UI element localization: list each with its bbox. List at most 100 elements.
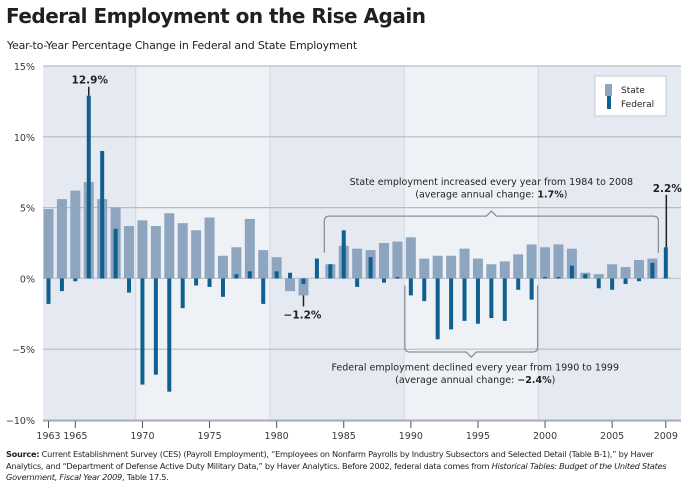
y-tick-label: 5% [20, 204, 35, 215]
bar-federal [328, 264, 333, 279]
bar-state [352, 248, 363, 279]
bar-state [405, 237, 416, 279]
bar-state [271, 257, 282, 279]
legend-swatch-state [605, 84, 612, 96]
bar-federal [596, 278, 601, 289]
bar-federal [623, 278, 628, 285]
bar-state [244, 218, 255, 279]
legend-label-federal: Federal [621, 100, 654, 110]
bar-federal [288, 272, 293, 279]
bar-federal [86, 95, 91, 279]
gridlines: 15% 10% 5% 0% −5% −10% [6, 62, 681, 427]
bar-federal [489, 278, 494, 319]
decade-band [538, 66, 681, 420]
bar-federal [355, 278, 360, 287]
low-label: −1.2% [284, 309, 322, 321]
x-tick-label: 1963 [36, 431, 60, 442]
y-tick-label: −5% [12, 345, 35, 356]
bar-state [43, 209, 54, 279]
bar-state [593, 274, 604, 279]
bar-federal [368, 257, 373, 279]
bar-state [526, 244, 537, 279]
source-text-1: Current Establishment Survey (CES) (Payr… [6, 449, 654, 471]
bar-federal [663, 247, 668, 279]
y-tick-label: 10% [14, 133, 35, 144]
bar-federal [341, 230, 346, 279]
bar-state [217, 255, 228, 279]
source-italic: Historical Tables: Budget of the United … [6, 460, 667, 483]
bar-federal [261, 278, 266, 304]
federal-note-line1: Federal employment declined every year f… [331, 362, 619, 373]
source-text-2: , Table 17.5. [122, 472, 169, 482]
x-tick-label: 1980 [265, 431, 289, 442]
bar-state [164, 213, 175, 279]
bar-state [459, 248, 470, 279]
federal-brace [404, 285, 539, 358]
bar-federal [516, 278, 521, 290]
bar-federal [650, 262, 655, 279]
legend: State Federal [594, 75, 667, 117]
source-label: Source: [6, 449, 40, 459]
bar-state [472, 258, 483, 279]
state-note-value: 1.7% [537, 190, 564, 201]
bar-federal [46, 278, 51, 304]
bar-state [513, 254, 524, 279]
bar-federal [475, 278, 480, 324]
peak-label: 12.9% [72, 75, 109, 87]
bar-state [124, 226, 135, 279]
bar-state [258, 250, 269, 279]
x-tick-label: 2000 [533, 431, 557, 442]
bar-federal [382, 278, 386, 283]
bar-federal [462, 278, 467, 321]
bar-state [191, 230, 202, 279]
state-note-prefix: (average annual change: [415, 190, 537, 201]
bar-federal [207, 278, 212, 287]
bar-federal [127, 278, 132, 293]
chart-subtitle: Year-to-Year Percentage Change in Federa… [7, 39, 357, 52]
bar-state [566, 248, 577, 279]
bar-state [607, 264, 618, 279]
bar-federal [435, 278, 440, 340]
bar-state [177, 223, 188, 279]
federal-note-suffix: ) [552, 375, 556, 386]
bar-federal [502, 278, 507, 321]
bar-federal [247, 271, 252, 279]
bar-state [379, 243, 389, 279]
legend-label-state: State [621, 86, 645, 96]
x-tick-label: 2005 [600, 431, 624, 442]
bar-federal [529, 278, 534, 300]
federal-note-value: −2.4% [517, 375, 552, 386]
bar-federal [113, 228, 118, 279]
bars [43, 95, 671, 392]
bar-federal [301, 278, 306, 285]
axes: 1963 1965 1970 1975 1980 1985 1990 1995 2000 2005… [36, 420, 681, 442]
bar-federal [180, 278, 185, 309]
bar-state [540, 247, 551, 279]
bar-state [419, 258, 430, 279]
bar-state [446, 255, 457, 279]
bar-state [231, 247, 242, 279]
bar-federal [583, 274, 588, 279]
bar-state [285, 278, 296, 292]
bar-federal [234, 274, 239, 279]
bar-state [298, 278, 309, 296]
bar-federal [153, 278, 158, 375]
bar-federal [556, 276, 561, 279]
bar-federal [194, 278, 199, 286]
bar-state [553, 244, 564, 279]
bar-federal [422, 278, 427, 302]
state-brace [323, 210, 660, 253]
bar-state [137, 220, 148, 279]
federal-note-prefix: (average annual change: [395, 375, 517, 386]
bar-federal [73, 278, 78, 282]
source-note: Source: Current Establishment Survey (CE… [6, 449, 690, 484]
bar-state [56, 199, 67, 279]
bar-federal [314, 258, 319, 279]
y-tick-label: 15% [14, 62, 35, 73]
bar-federal [408, 278, 413, 296]
bar-state [486, 264, 497, 279]
bar-federal [449, 278, 454, 330]
decade-band [404, 66, 539, 420]
x-tick-label: 1965 [63, 431, 87, 442]
page-title: Federal Employment on the Rise Again [6, 4, 426, 28]
